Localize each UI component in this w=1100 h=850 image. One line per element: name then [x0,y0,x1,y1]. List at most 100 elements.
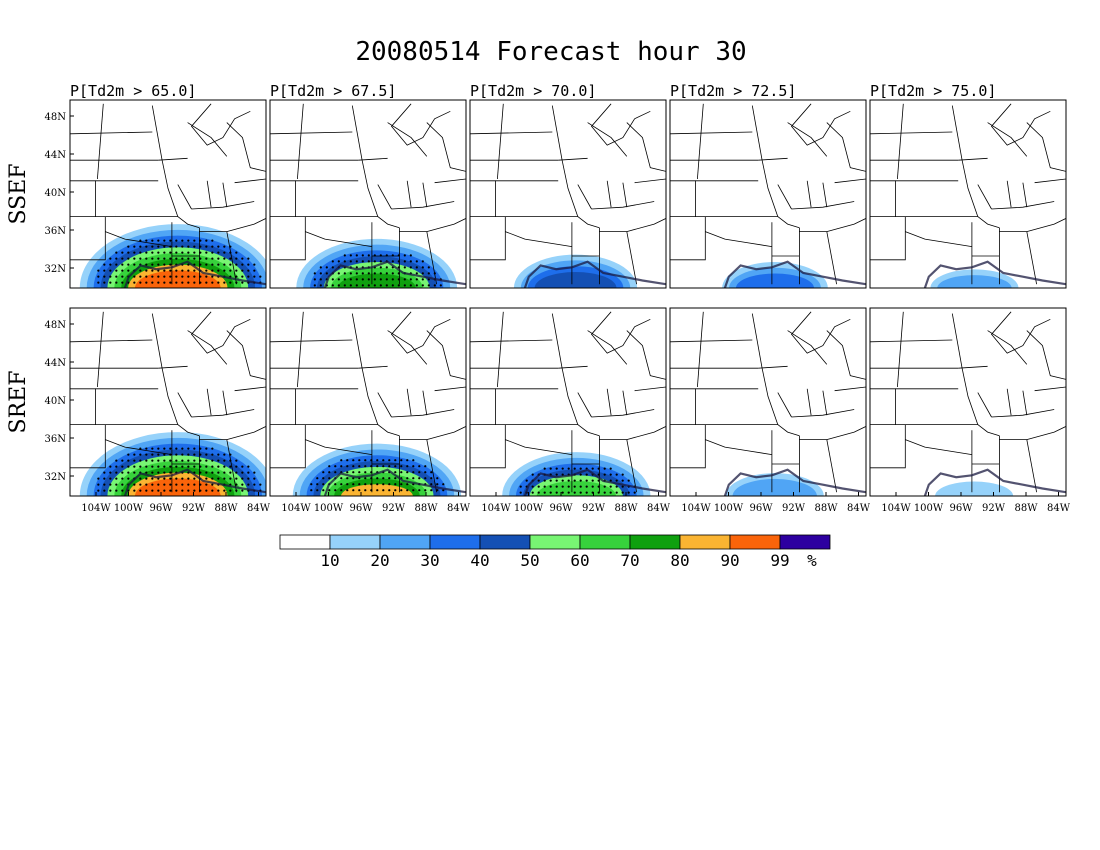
stipple-dot [223,281,226,284]
stipple-dot [163,275,166,278]
stipple-dot [211,257,214,260]
stipple-dot [241,269,244,272]
state-line [870,216,906,261]
state-line [951,313,979,425]
state-line [806,388,812,416]
state-line [70,388,96,425]
stipple-dot [211,263,214,266]
stipple-dot [229,465,232,468]
stipple-dot [382,483,385,486]
stipple-dot [355,266,358,269]
stipple-dot [109,269,112,272]
stipple-dot [355,272,358,275]
stipple-dot [205,447,208,450]
gulf-coastline [523,468,666,496]
stipple-dot [217,263,220,266]
state-line [1034,386,1066,392]
gulf-coastline [723,468,866,496]
stipple-dot [145,275,148,278]
stipple-dot [322,471,325,474]
map-panel-sref-4: 104W 100W 96W 92W 88W 84W [669,307,871,514]
stipple-dot [412,477,415,480]
stipple-dot [409,278,412,281]
stipple-dot [103,281,106,284]
stipple-dot [163,239,166,242]
stipple-dot [424,489,427,492]
stipple-dot [157,471,160,474]
state-line [270,216,306,261]
state-line [991,201,1055,210]
stipple-dot [361,260,364,263]
state-line [870,388,896,425]
stipple-dot [543,485,546,488]
stipple-dot [579,479,582,482]
stipple-dot [163,483,166,486]
stipple-dot [121,257,124,260]
state-line [422,390,428,416]
stipple-dot [181,269,184,272]
stipple-dot [187,453,190,456]
state-line [822,390,828,416]
stipple-dot [157,483,160,486]
state-boundaries [470,311,666,496]
state-line [297,311,304,388]
stipple-dot [151,453,154,456]
gulf-coastline [323,260,466,288]
stipple-dot [340,477,343,480]
stipple-dot [430,477,433,480]
stipple-dot [418,471,421,474]
state-line [606,388,612,416]
state-line [977,392,992,418]
state-line [751,313,779,425]
stipple-dot [537,491,540,494]
stipple-dot [406,465,409,468]
state-line [406,388,412,416]
stipple-dot [181,489,184,492]
stipple-dot [358,483,361,486]
state-line [1022,390,1028,416]
stipple-dot [151,477,154,480]
stipple-dot [427,266,430,269]
stipple-dot [346,465,349,468]
stipple-dot [109,471,112,474]
stipple-dot [322,483,325,486]
stipple-dot [193,477,196,480]
stipple-dot [169,477,172,480]
stipple-dot [388,459,391,462]
state-line [297,103,304,180]
stipple-dot [169,483,172,486]
state-line [787,122,828,157]
state-line [226,218,266,232]
stipple-dot [187,459,190,462]
stipple-dot [211,483,214,486]
stipple-dot [241,489,244,492]
stipple-dot [349,284,352,287]
stipple-dot [247,483,250,486]
stipple-dot [229,269,232,272]
stipple-dot [436,483,439,486]
state-line [234,178,266,184]
state-line [551,105,579,217]
state-line [426,218,466,232]
state-line [497,103,504,180]
stipple-dot [388,465,391,468]
stipple-dot [585,485,588,488]
stipple-dot [358,471,361,474]
state-line [987,122,1028,157]
stipple-dot [157,263,160,266]
stipple-dot [139,269,142,272]
stipple-dot [319,284,322,287]
state-line [158,157,188,161]
lon-label: 92W [782,503,806,514]
stipple-dot [175,453,178,456]
stipple-dot [217,251,220,254]
stipple-dot [253,263,256,266]
state-line [226,122,266,172]
stipple-dot [109,257,112,260]
stipple-dot [157,239,160,242]
stipple-dot [561,473,564,476]
stipple-dot [193,275,196,278]
stipple-dot [211,239,214,242]
panel-frame [869,99,1067,289]
lat-label: 36N [45,434,67,445]
